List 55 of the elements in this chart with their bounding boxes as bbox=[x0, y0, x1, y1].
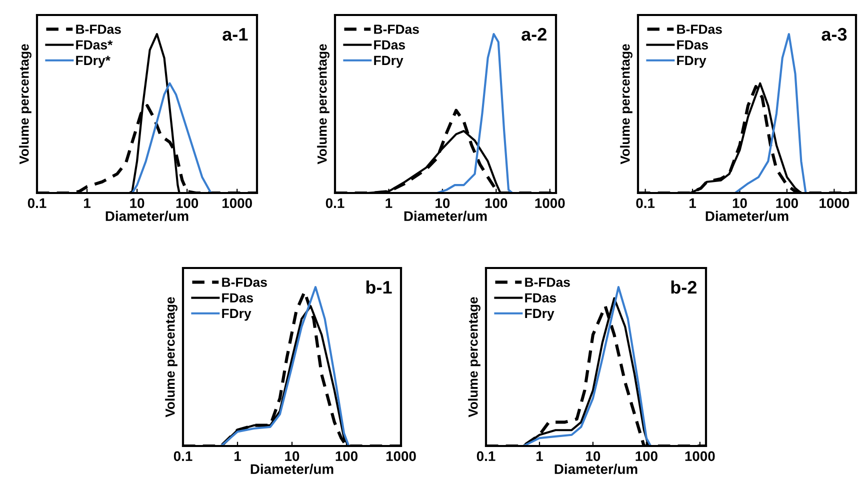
x-axis-title: Diameter/um bbox=[404, 210, 487, 222]
legend-label: FDry* bbox=[76, 56, 110, 68]
legend-label: FDas bbox=[374, 40, 405, 50]
x-tick-label: 0.1 bbox=[636, 198, 655, 208]
legend-label: B-FDas bbox=[222, 278, 267, 287]
legend-label: FDry bbox=[374, 56, 404, 68]
legend-label: B-FDas bbox=[374, 24, 419, 34]
x-tick-label: 0.1 bbox=[326, 198, 344, 208]
x-tick-label: 1000 bbox=[535, 198, 565, 208]
legend-label: FDas bbox=[222, 293, 253, 303]
x-tick-label: 1000 bbox=[820, 198, 850, 208]
x-tick-label: 1 bbox=[84, 198, 90, 208]
annotation: a-1 bbox=[222, 28, 248, 41]
x-tick-label: 1 bbox=[536, 451, 543, 461]
legend-label: FDry bbox=[677, 56, 706, 68]
x-axis-title: Diameter/um bbox=[706, 210, 788, 222]
x-tick-label: 1000 bbox=[386, 451, 416, 462]
legend-label: FDas bbox=[525, 293, 556, 303]
x-tick-label: 100 bbox=[485, 198, 508, 208]
x-tick-label: 0.1 bbox=[476, 451, 496, 462]
y-axis-title: Volume percentage bbox=[317, 44, 330, 164]
x-tick-label: 1000 bbox=[222, 198, 252, 208]
x-axis-title: Diameter/um bbox=[554, 464, 638, 474]
x-axis-title: Diameter/um bbox=[106, 210, 188, 222]
legend-label: FDry bbox=[525, 308, 554, 321]
annotation: a-2 bbox=[522, 28, 546, 41]
x-tick-label: 10 bbox=[586, 451, 600, 462]
x-tick-label: 10 bbox=[436, 198, 450, 208]
legend-label: FDas bbox=[677, 40, 708, 50]
legend-label: B-FDas bbox=[677, 24, 722, 34]
x-tick-label: 100 bbox=[776, 198, 798, 208]
annotation: a-3 bbox=[822, 28, 847, 41]
y-axis-title: Volume percentage bbox=[165, 297, 178, 418]
x-tick-label: 100 bbox=[636, 451, 658, 462]
x-tick-label: 100 bbox=[176, 198, 198, 208]
x-tick-label: 1000 bbox=[685, 451, 715, 462]
x-tick-label: 100 bbox=[336, 451, 358, 462]
legend-label: B-FDas bbox=[525, 278, 570, 287]
x-tick-label: 10 bbox=[130, 198, 144, 208]
annotation: b-2 bbox=[671, 280, 696, 294]
legend-label: FDry bbox=[222, 308, 252, 321]
x-tick-label: 1 bbox=[234, 451, 241, 461]
legend-label: FDas* bbox=[76, 40, 113, 50]
annotation: b-1 bbox=[366, 280, 392, 294]
x-tick-label: 1 bbox=[690, 198, 696, 208]
legend-label: B-FDas bbox=[76, 24, 121, 34]
x-tick-label: 0.1 bbox=[28, 198, 46, 208]
y-axis-title: Volume percentage bbox=[468, 297, 480, 418]
y-axis-title: Volume percentage bbox=[19, 44, 32, 164]
x-tick-label: 1 bbox=[386, 198, 392, 208]
x-tick-label: 0.1 bbox=[174, 451, 192, 462]
x-tick-label: 10 bbox=[732, 198, 747, 208]
x-tick-label: 10 bbox=[285, 451, 300, 462]
y-axis-title: Volume percentage bbox=[620, 44, 632, 164]
x-axis-title: Diameter/um bbox=[250, 464, 334, 474]
